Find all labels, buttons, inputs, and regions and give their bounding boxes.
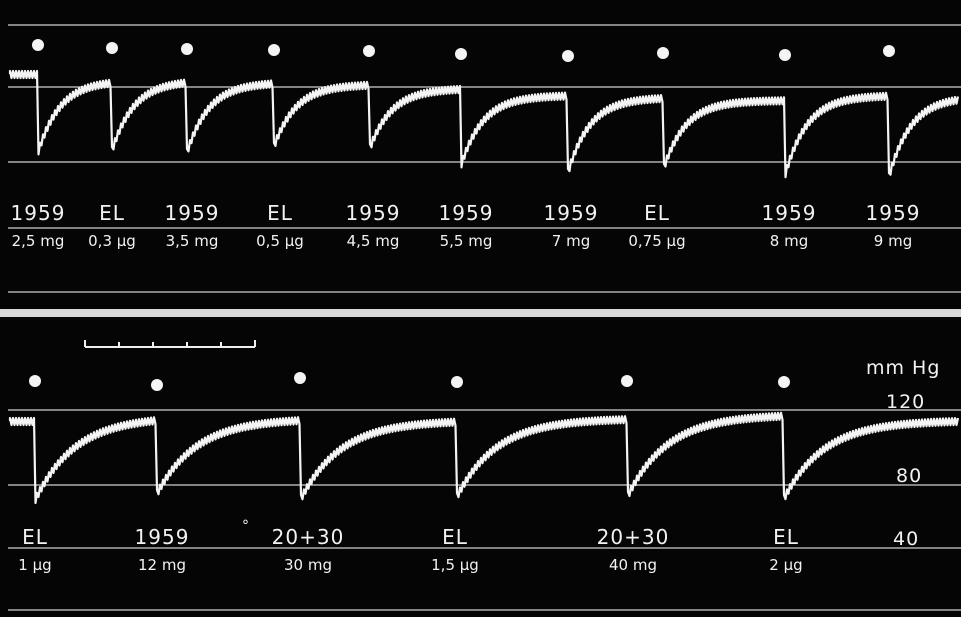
dose-label: 2,5 mg	[12, 232, 65, 250]
drug-label: 1959	[544, 201, 599, 225]
drug-label: 1959	[762, 201, 817, 225]
drug-label: 1959	[11, 201, 66, 225]
dose-label: 40 mg	[609, 556, 657, 574]
injection-dot	[29, 375, 41, 387]
drug-label: 1959	[346, 201, 401, 225]
drug-label: 20+30	[597, 525, 670, 549]
dose-label: 2 µg	[769, 556, 802, 574]
injection-dot	[151, 379, 163, 391]
dose-label: 4,5 mg	[347, 232, 400, 250]
injection-dot	[32, 39, 44, 51]
drug-label: 1959	[135, 525, 190, 549]
figure: mm Hg 120 80 40 ° 1959 2,5 mg EL 0,3 µg 1959…	[0, 0, 961, 617]
dose-label: 1 µg	[18, 556, 51, 574]
dose-label: 7 mg	[552, 232, 590, 250]
stray-mark: °	[242, 518, 249, 534]
drug-label: EL	[267, 201, 293, 225]
dose-label: 0,3 µg	[88, 232, 136, 250]
dose-label: 0,5 µg	[256, 232, 304, 250]
unit-label: mm Hg	[866, 357, 940, 379]
panel-separator	[0, 309, 961, 317]
injection-dot	[363, 45, 375, 57]
dose-label: 1,5 µg	[431, 556, 479, 574]
injection-dot	[657, 47, 669, 59]
page: {"panels": [ {"injections": [ {"drug": "…	[0, 0, 961, 617]
injection-dot	[621, 375, 633, 387]
injection-dot	[455, 48, 467, 60]
dose-label: 30 mg	[284, 556, 332, 574]
dose-label: 5,5 mg	[440, 232, 493, 250]
injection-dot	[779, 49, 791, 61]
drug-label: 1959	[165, 201, 220, 225]
drug-label: 20+30	[272, 525, 345, 549]
drug-label: EL	[442, 525, 468, 549]
injection-dot	[294, 372, 306, 384]
drug-label: 1959	[866, 201, 921, 225]
injection-dot	[562, 50, 574, 62]
injection-dot	[106, 42, 118, 54]
injection-dot	[883, 45, 895, 57]
dose-label: 8 mg	[770, 232, 808, 250]
drug-label: EL	[644, 201, 670, 225]
injection-dot	[778, 376, 790, 388]
drug-label: 1959	[439, 201, 494, 225]
drug-label: EL	[773, 525, 799, 549]
injection-dot	[181, 43, 193, 55]
dose-label: 9 mg	[874, 232, 912, 250]
scale-label: 80	[896, 465, 922, 487]
dose-label: 0,75 µg	[628, 232, 685, 250]
dose-label: 12 mg	[138, 556, 186, 574]
drug-label: EL	[22, 525, 48, 549]
injection-dot	[451, 376, 463, 388]
dose-label: 3,5 mg	[166, 232, 219, 250]
injection-dot	[268, 44, 280, 56]
drug-label: EL	[99, 201, 125, 225]
scale-label: 120	[886, 391, 925, 413]
scale-label: 40	[893, 528, 919, 550]
